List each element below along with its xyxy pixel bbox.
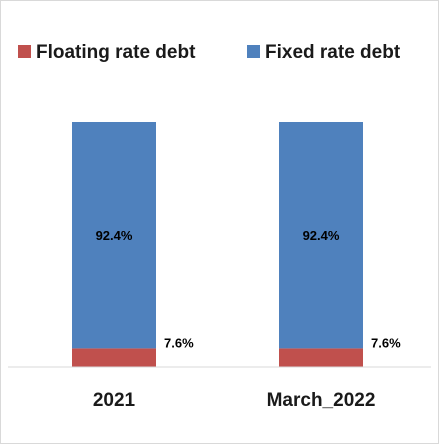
bar-floating-march_2022 bbox=[279, 348, 363, 367]
bar-floating-2021 bbox=[72, 348, 156, 367]
data-label-floating-2021: 7.6% bbox=[164, 335, 194, 350]
bar-fixed-march_2022 bbox=[279, 122, 363, 349]
category-label-2021: 2021 bbox=[93, 390, 136, 411]
bar-fixed-2021 bbox=[72, 122, 156, 349]
legend-label-floating: Floating rate debt bbox=[36, 42, 196, 63]
data-label-fixed-2021: 92.4% bbox=[96, 228, 133, 243]
data-label-floating-march_2022: 7.6% bbox=[371, 335, 401, 350]
legend-label-fixed: Fixed rate debt bbox=[265, 42, 401, 63]
bars: 7.6% 92.4% 7.6% 92.4% bbox=[72, 122, 401, 367]
category-labels: 2021 March_2022 bbox=[93, 390, 376, 411]
data-label-fixed-march_2022: 92.4% bbox=[303, 228, 340, 243]
legend-swatch-floating bbox=[18, 45, 31, 58]
legend: Floating rate debt Fixed rate debt bbox=[18, 42, 401, 63]
legend-swatch-fixed bbox=[247, 45, 260, 58]
category-label-march_2022: March_2022 bbox=[267, 390, 376, 411]
